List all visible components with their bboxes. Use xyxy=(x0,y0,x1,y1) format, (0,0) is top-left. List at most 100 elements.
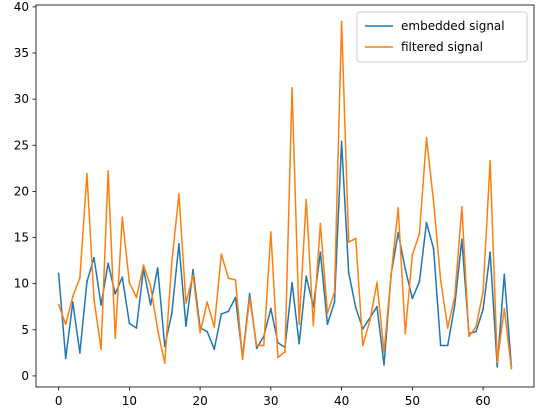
data-point xyxy=(121,216,124,219)
data-point xyxy=(404,332,407,335)
data-point xyxy=(305,198,308,201)
data-point xyxy=(489,160,492,162)
data-point xyxy=(107,262,110,265)
data-point xyxy=(100,303,102,306)
data-point xyxy=(326,323,329,326)
data-point xyxy=(496,361,499,363)
data-point xyxy=(340,140,343,143)
y-tick-label: 15 xyxy=(14,231,29,245)
y-tick-label: 0 xyxy=(21,369,29,383)
data-point xyxy=(510,367,513,370)
data-point xyxy=(411,254,414,256)
x-tick-label: 20 xyxy=(192,394,207,408)
data-point xyxy=(439,279,442,281)
data-point xyxy=(135,296,138,299)
data-point xyxy=(78,277,81,280)
data-point xyxy=(291,281,293,284)
data-point xyxy=(234,279,237,281)
legend-label: embedded signal xyxy=(401,19,505,33)
data-point xyxy=(121,276,124,279)
data-point xyxy=(298,323,301,326)
data-point xyxy=(326,312,329,315)
x-tick-label: 30 xyxy=(263,394,278,408)
x-tick-label: 0 xyxy=(55,394,63,408)
y-tick-label: 5 xyxy=(21,323,29,337)
legend-label: filtered signal xyxy=(401,40,483,54)
data-point xyxy=(213,348,216,351)
data-point xyxy=(333,301,336,304)
data-point xyxy=(340,20,343,23)
x-tick-label: 60 xyxy=(475,394,490,408)
data-point xyxy=(177,243,180,245)
x-tick-label: 40 xyxy=(334,394,349,408)
data-point xyxy=(241,358,244,361)
data-point xyxy=(291,87,293,89)
data-point xyxy=(71,295,74,298)
y-tick-label: 10 xyxy=(14,277,29,291)
data-point xyxy=(425,221,428,224)
legend: embedded signal filtered signal xyxy=(356,11,528,63)
data-point xyxy=(156,328,159,331)
data-point xyxy=(390,274,393,277)
data-point xyxy=(192,268,194,271)
data-point xyxy=(347,271,350,274)
data-point xyxy=(64,357,67,360)
data-point xyxy=(177,193,180,196)
data-point xyxy=(489,251,492,254)
data-point xyxy=(418,232,421,235)
data-point xyxy=(185,302,187,304)
data-point xyxy=(397,207,400,209)
data-point xyxy=(234,296,237,299)
data-point xyxy=(220,253,223,256)
legend-box xyxy=(356,11,528,63)
data-point xyxy=(460,238,463,241)
data-point xyxy=(376,281,378,284)
data-point xyxy=(107,170,110,172)
data-point xyxy=(128,281,131,284)
data-point xyxy=(262,344,265,347)
data-point xyxy=(64,323,67,326)
data-point xyxy=(446,327,449,329)
data-point xyxy=(482,308,484,311)
data-point xyxy=(192,274,194,277)
data-point xyxy=(156,267,159,269)
data-point xyxy=(170,312,173,315)
data-point xyxy=(142,264,145,267)
data-point xyxy=(453,303,456,306)
data-point xyxy=(404,267,407,270)
data-point xyxy=(199,331,202,334)
data-point xyxy=(86,280,88,283)
data-point xyxy=(319,222,322,225)
data-point xyxy=(93,256,95,259)
data-point xyxy=(361,344,364,347)
data-point xyxy=(347,241,350,244)
data-point xyxy=(227,277,230,280)
data-point xyxy=(333,291,336,293)
y-tick-label: 25 xyxy=(14,138,29,152)
data-point xyxy=(227,310,230,313)
data-point xyxy=(114,337,117,339)
data-point xyxy=(100,348,102,351)
data-point xyxy=(411,297,414,300)
y-tick-label: 35 xyxy=(14,46,29,60)
data-point xyxy=(163,362,166,364)
data-point xyxy=(248,297,251,300)
data-point xyxy=(206,330,209,333)
data-point xyxy=(269,307,272,310)
data-point xyxy=(71,301,74,304)
data-point xyxy=(255,344,258,347)
data-point xyxy=(503,307,506,310)
data-point xyxy=(298,342,301,345)
data-point xyxy=(460,206,463,208)
data-point xyxy=(78,351,81,354)
data-point xyxy=(453,295,456,298)
data-point xyxy=(305,275,308,278)
data-point xyxy=(354,237,357,240)
data-point xyxy=(354,306,357,309)
x-tick-label: 50 xyxy=(405,394,420,408)
data-point xyxy=(503,273,506,276)
data-point xyxy=(446,344,449,347)
data-point xyxy=(383,363,385,366)
data-point xyxy=(376,305,378,308)
data-point xyxy=(432,247,435,250)
